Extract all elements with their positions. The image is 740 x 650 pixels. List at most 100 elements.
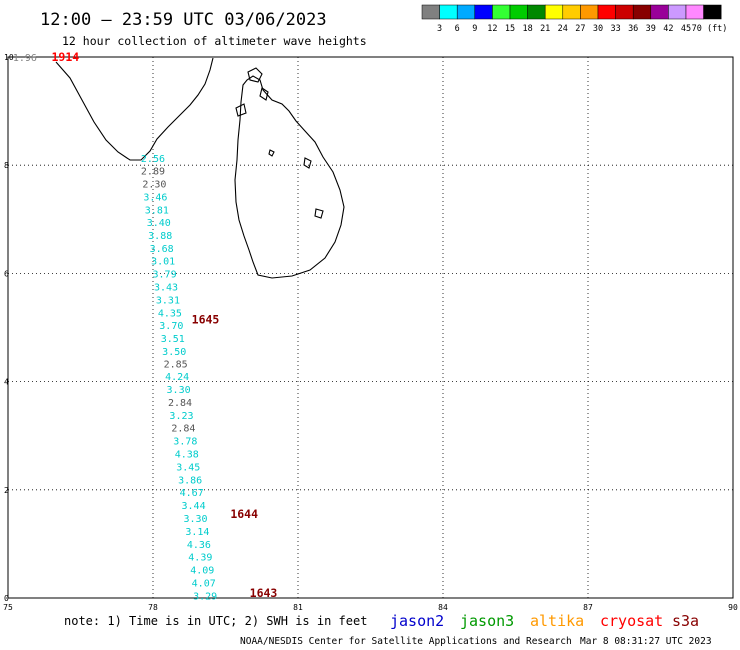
color-scale-label: 39 — [646, 24, 656, 34]
color-scale-swatch — [597, 4, 616, 20]
color-scale-swatch — [474, 4, 493, 20]
map-frame — [7, 56, 734, 599]
map-subtitle: 12 hour collection of altimeter wave hei… — [62, 34, 367, 48]
color-scale-legend: 3 6 9 12 15 18 21 24 27 30 33 36 39 42 45 70 (ft) — [421, 4, 728, 34]
map-title: 12:00 – 23:59 UTC 03/06/2023 — [40, 10, 327, 30]
map-grid — [8, 57, 733, 598]
satellite-name: s3a — [672, 612, 699, 630]
wave-height-value: 3.50 — [162, 347, 186, 358]
edge-wave-height: 1.96 — [13, 53, 37, 64]
wave-height-value: 4.07 — [192, 578, 216, 589]
color-scale-label: 9 — [472, 24, 477, 34]
wave-height-value: 3.31 — [156, 295, 180, 306]
footer-note: note: 1) Time is in UTC; 2) SWH is in fe… — [64, 614, 367, 628]
x-axis-ticks: 75 78 81 84 87 90 — [3, 603, 738, 612]
color-scale-swatch — [562, 4, 581, 20]
wave-height-value: 4.38 — [175, 450, 199, 461]
mannar-island — [235, 103, 247, 117]
color-scale-swatch — [703, 4, 722, 20]
x-tick-label: 75 — [3, 603, 13, 612]
pass-time-label: 1644 — [230, 507, 258, 521]
pass-time-label: 1914 — [52, 50, 80, 64]
wave-height-value: 2.84 — [171, 424, 195, 435]
color-scale-swatch — [580, 4, 599, 20]
color-scale-swatch — [632, 4, 652, 20]
color-scale-swatch — [492, 4, 511, 20]
color-scale-swatch — [668, 4, 687, 20]
y-tick-label: 8 — [4, 161, 9, 170]
color-scale-label: 36 — [628, 24, 638, 34]
color-scale-swatch — [456, 4, 476, 20]
wave-height-value: 2.30 — [142, 180, 166, 191]
y-tick-label: 0 — [4, 594, 9, 603]
islet — [268, 149, 275, 157]
wave-height-value: 4.67 — [180, 488, 204, 499]
wave-height-value: 2.56 — [141, 154, 165, 165]
wave-height-value: 3.86 — [178, 476, 202, 487]
y-tick-label: 10 — [4, 53, 14, 62]
color-scale-label: 70 (ft) — [692, 24, 728, 34]
color-scale-label: 18 — [522, 24, 532, 34]
color-scale-swatch — [544, 4, 564, 20]
color-scale-label: 33 — [610, 24, 620, 34]
wave-height-value: 3.46 — [143, 193, 167, 204]
color-scale-swatch — [509, 4, 528, 20]
color-scale-swatch — [527, 4, 546, 20]
wave-height-value: 4.36 — [187, 540, 211, 551]
wave-height-value: 3.45 — [176, 463, 200, 474]
color-scale-label: 45 — [681, 24, 691, 34]
wave-height-value: 3.79 — [153, 269, 177, 280]
color-scale-swatch — [439, 4, 458, 20]
satellite-name: jason2 — [390, 612, 444, 630]
wave-height-value: 3.68 — [150, 244, 174, 255]
wave-height-value: 3.88 — [148, 231, 172, 242]
wave-height-value: 3.40 — [147, 218, 171, 229]
x-tick-label: 87 — [583, 603, 593, 612]
x-tick-label: 81 — [293, 603, 303, 612]
wave-height-value: 3.23 — [169, 411, 193, 422]
jaffna-peninsula — [247, 67, 263, 83]
color-scale-label: 12 — [487, 24, 497, 34]
wave-height-value: 2.85 — [164, 360, 188, 371]
y-tick-label: 2 — [4, 486, 9, 495]
y-tick-label: 6 — [4, 269, 9, 278]
wave-height-value: 4.24 — [165, 372, 189, 383]
wave-height-value: 4.35 — [158, 308, 182, 319]
satellite-legend: jason2 jason3 altika cryosat s3a — [390, 612, 699, 630]
wave-height-value: 4.09 — [190, 565, 214, 576]
jaffna-inlet — [259, 87, 269, 101]
wave-height-value: 3.01 — [151, 256, 175, 267]
satellite-name: cryosat — [600, 612, 663, 630]
x-tick-label: 84 — [438, 603, 448, 612]
coastline — [55, 57, 345, 279]
color-scale-label: 15 — [505, 24, 515, 34]
color-scale-swatch — [650, 4, 669, 20]
satellite-name: jason3 — [460, 612, 514, 630]
color-scale-swatch — [615, 4, 634, 20]
wave-height-value: 2.89 — [141, 167, 165, 178]
color-scale-label: 3 — [437, 24, 442, 34]
x-tick-label: 90 — [728, 603, 738, 612]
wave-height-value: 3.30 — [183, 514, 207, 525]
color-scale-label: 27 — [575, 24, 585, 34]
wave-height-value: 3.78 — [173, 437, 197, 448]
color-scale-label: 21 — [540, 24, 550, 34]
wave-height-value: 3.81 — [145, 206, 169, 217]
color-scale-label: 30 — [593, 24, 603, 34]
altimeter-track: 1.96 2.56 2.89 2.30 3.46 3.813.40 3.88 3.683.01… — [13, 50, 278, 602]
wave-height-value: 3.14 — [185, 527, 209, 538]
india-coastline — [55, 57, 214, 161]
color-scale-swatch — [421, 4, 440, 20]
wave-height-value: 3.51 — [161, 334, 185, 345]
wave-height-value: 4.39 — [188, 552, 212, 563]
wave-height-value: 3.29 — [193, 591, 217, 602]
color-scale-swatch — [685, 4, 704, 20]
color-scale-label: 6 — [455, 24, 460, 34]
sri-lanka-coastline — [234, 75, 345, 279]
y-tick-label: 4 — [4, 378, 9, 387]
trinco-bay — [303, 157, 312, 169]
wave-height-value: 2.84 — [168, 398, 192, 409]
x-tick-label: 78 — [148, 603, 158, 612]
batticaloa-lagoon — [314, 208, 324, 219]
